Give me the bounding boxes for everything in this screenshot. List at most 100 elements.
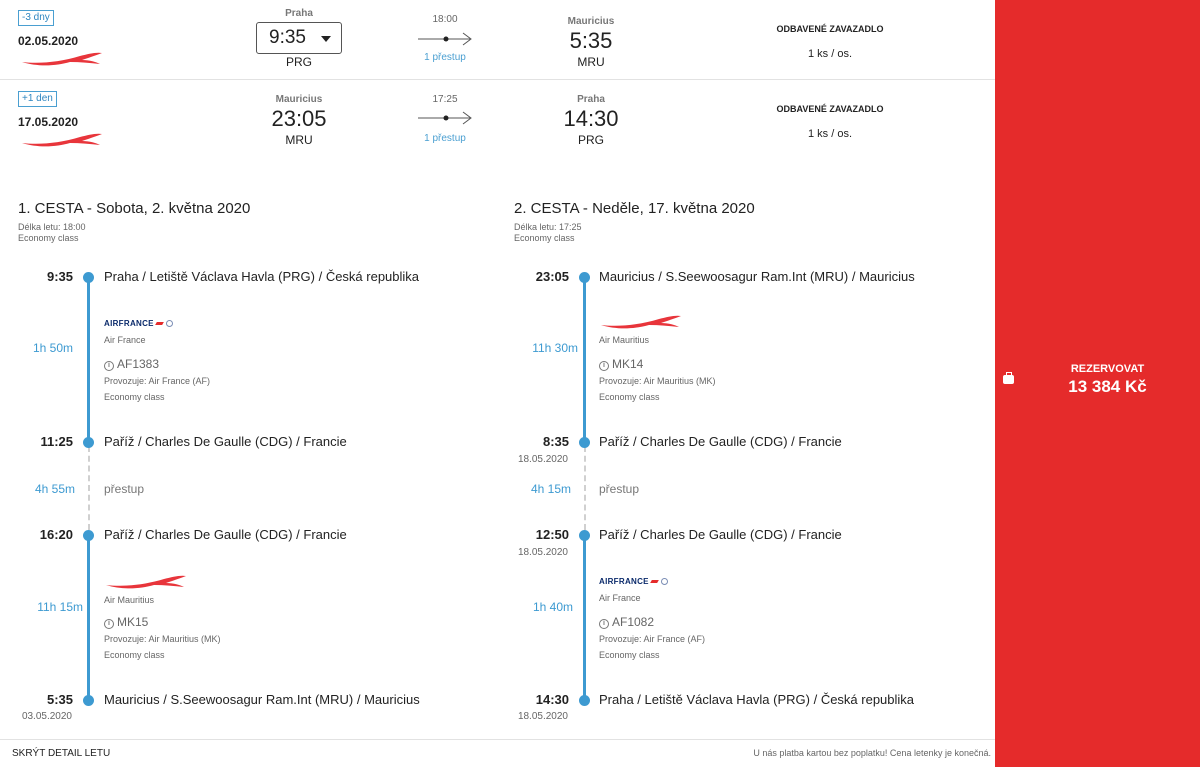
leg-title: 1. CESTA - Sobota, 2. května 2020 <box>18 200 251 217</box>
hide-detail-link[interactable]: SKRÝT DETAIL LETU <box>12 748 111 759</box>
segment-duration: 1h 40m <box>532 600 573 614</box>
origin-code: PRG <box>285 55 312 69</box>
stops-count: 1 přestup <box>424 133 466 144</box>
timeline-dot <box>83 437 94 448</box>
baggage-value: 1 ks / os. <box>807 48 853 60</box>
flight-number[interactable]: i MK14 <box>599 357 643 371</box>
summary-row-outbound: -3 dny 02.05.2020 Praha 9:35 PRG 18:00 1… <box>0 0 995 80</box>
trip-duration: 17:25 <box>432 94 458 105</box>
day-offset-badge: +1 den <box>18 91 57 107</box>
suitcase-icon <box>1003 372 1014 384</box>
stop-time: 11:25 <box>40 434 73 449</box>
operator: Provozuje: Air France (AF) <box>599 634 706 644</box>
airline-name: Air Mauritius <box>104 595 155 605</box>
info-icon: i <box>104 619 114 629</box>
timeline-line <box>583 277 586 441</box>
timeline-dot <box>579 437 590 448</box>
timeline-line <box>583 535 586 699</box>
day-offset-badge: -3 dny <box>18 10 54 26</box>
destination-city: Praha <box>577 94 605 105</box>
stop-time: 16:20 <box>39 527 73 542</box>
segment-duration: 11h 15m <box>37 600 83 614</box>
trip-duration: 18:00 <box>432 14 458 25</box>
leg-class: Economy class <box>514 233 575 243</box>
air-mauritius-logo <box>106 575 186 589</box>
baggage-value: 1 ks / os. <box>807 128 853 140</box>
destination-city: Mauricius <box>567 16 615 27</box>
arrival-time: 14:30 <box>563 106 619 131</box>
flight-number[interactable]: i AF1383 <box>104 357 159 371</box>
payment-note: U nás platba kartou bez poplatku! Cena l… <box>753 748 991 758</box>
stop-time: 12:50 <box>535 527 569 542</box>
timeline-dot <box>579 530 590 541</box>
book-label: REZERVOVAT <box>1070 363 1145 375</box>
timeline-line <box>87 535 90 699</box>
airline-name: Air France <box>104 335 146 345</box>
flight-number-label: AF1082 <box>612 615 655 629</box>
leg-title: 2. CESTA - Neděle, 17. května 2020 <box>514 200 755 217</box>
segment-duration: 1h 50m <box>32 341 73 355</box>
stop-place: Praha / Letiště Václava Havla (PRG) / Če… <box>104 269 420 284</box>
destination-code: PRG <box>577 133 604 147</box>
stop-date: 03.05.2020 <box>21 711 72 722</box>
airline-name: Air France <box>599 593 641 603</box>
stop-time: 14:30 <box>535 692 569 707</box>
timeline-line <box>87 277 90 441</box>
stop-place: Paříž / Charles De Gaulle (CDG) / Franci… <box>599 527 842 542</box>
operator: Provozuje: Air Mauritius (MK) <box>104 634 221 644</box>
destination-code: MRU <box>577 55 605 69</box>
flight-number[interactable]: i MK15 <box>104 615 148 629</box>
transfer-dashed-line <box>88 446 90 530</box>
arrival-time: 5:35 <box>569 28 613 53</box>
departure-time-value: 9:35 <box>269 27 306 48</box>
stops-count: 1 přestup <box>424 52 466 63</box>
segment-class: Economy class <box>104 392 165 402</box>
stop-date: 18.05.2020 <box>517 711 568 722</box>
departure-time: 23:05 <box>271 106 327 131</box>
stop-place: Mauricius / S.Seewoosagur Ram.Int (MRU) … <box>104 692 420 707</box>
timeline-dot <box>579 272 590 283</box>
air-mauritius-logo <box>22 133 102 147</box>
airline-name: Air Mauritius <box>599 335 650 345</box>
booking-sidebar: REZERVOVAT 13 384 Kč <box>995 0 1200 767</box>
air-france-logo: AIRFRANCE <box>104 319 173 328</box>
transfer-duration: 4h 15m <box>530 482 571 496</box>
flight-number-label: AF1383 <box>117 357 160 371</box>
leg-length: Délka letu: 18:00 <box>18 222 86 232</box>
total-price: 13 384 Kč <box>1068 377 1147 396</box>
departure-date: 17.05.2020 <box>18 115 79 129</box>
chevron-down-icon <box>321 36 331 42</box>
timeline-dot <box>83 530 94 541</box>
stop-date: 18.05.2020 <box>517 454 568 465</box>
detail-footer: SKRÝT DETAIL LETU U nás platba kartou be… <box>0 739 995 767</box>
stop-place: Paříž / Charles De Gaulle (CDG) / Franci… <box>104 527 347 542</box>
air-france-logo-text: AIRFRANCE <box>104 319 154 328</box>
info-icon: i <box>599 361 609 371</box>
origin-code: MRU <box>285 133 313 147</box>
segment-class: Economy class <box>599 650 660 660</box>
stop-place: Paříž / Charles De Gaulle (CDG) / Franci… <box>104 434 347 449</box>
air-france-logo: AIRFRANCE <box>599 577 668 586</box>
flight-number-label: MK15 <box>117 615 149 629</box>
arrow-right-icon <box>418 32 472 46</box>
baggage-title: ODBAVENÉ ZAVAZADLO <box>776 104 884 114</box>
transfer-dashed-line <box>584 446 586 530</box>
info-icon: i <box>104 361 114 371</box>
flight-number[interactable]: i AF1082 <box>599 615 654 629</box>
segment-class: Economy class <box>599 392 660 402</box>
air-mauritius-logo <box>601 315 681 329</box>
flight-detail-panel: -3 dny 02.05.2020 Praha 9:35 PRG 18:00 1… <box>0 0 995 767</box>
leg-length: Délka letu: 17:25 <box>514 222 582 232</box>
segment-duration: 11h 30m <box>532 341 578 355</box>
timeline-dot <box>83 695 94 706</box>
book-button[interactable]: REZERVOVAT 13 384 Kč <box>995 355 1200 405</box>
arrow-right-icon <box>418 111 472 125</box>
departure-time-select[interactable]: 9:35 <box>256 22 342 54</box>
origin-city: Mauricius <box>275 94 323 105</box>
stop-time: 8:35 <box>542 434 569 449</box>
stop-date: 18.05.2020 <box>517 547 568 558</box>
transfer-label: přestup <box>104 482 145 496</box>
operator: Provozuje: Air Mauritius (MK) <box>599 376 716 386</box>
timeline-dot <box>83 272 94 283</box>
stop-place: Paříž / Charles De Gaulle (CDG) / Franci… <box>599 434 842 449</box>
